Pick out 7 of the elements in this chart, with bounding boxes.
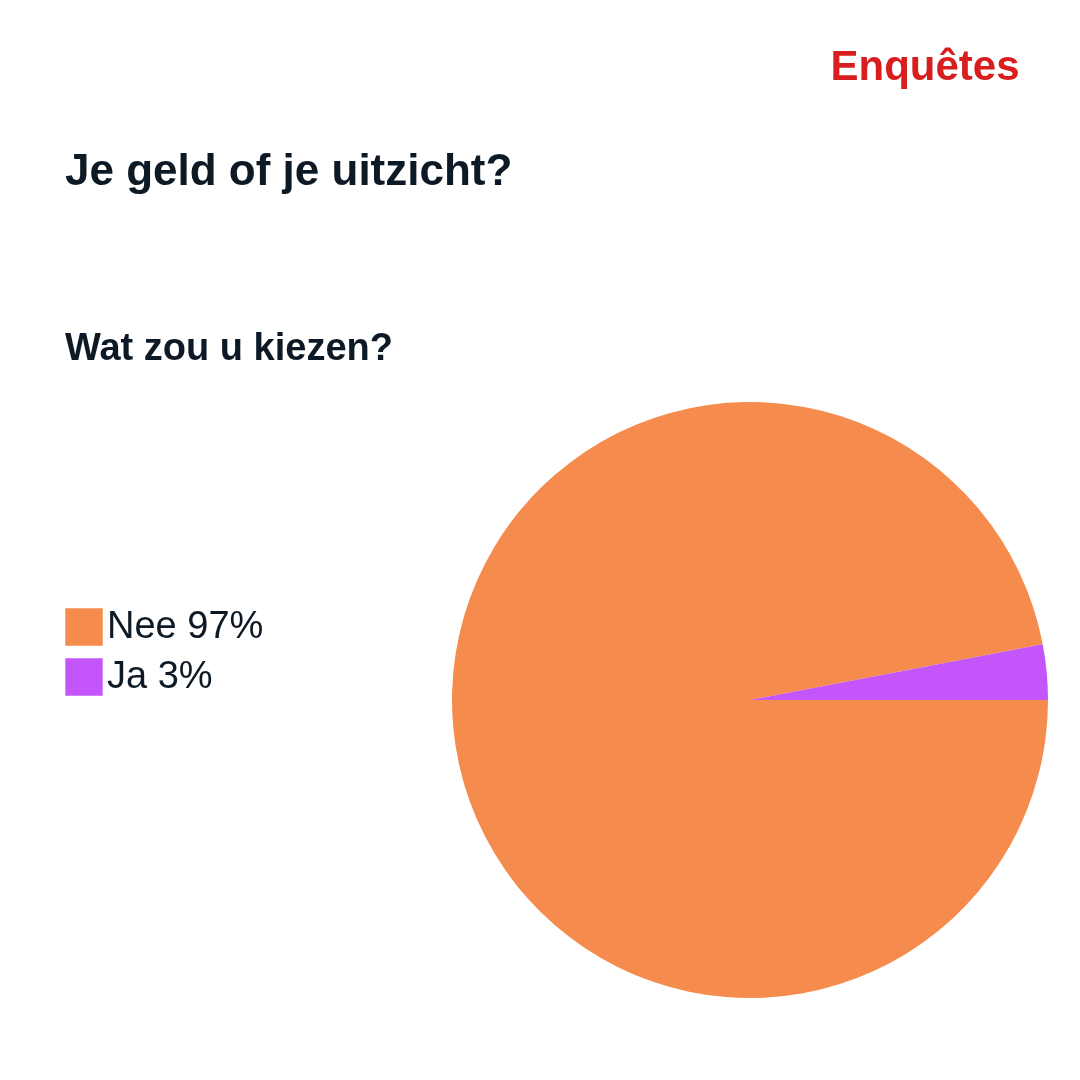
legend-label: Ja 3% (107, 654, 213, 696)
chart-subtitle: Wat zou u kiezen? (65, 326, 393, 368)
legend-label: Nee 97% (107, 604, 264, 646)
pie-slice (750, 644, 1048, 700)
pie-slice (452, 402, 1048, 998)
chart-title: Je geld of je uitzicht? (65, 145, 513, 194)
text: Enquêtes (830, 42, 1020, 89)
